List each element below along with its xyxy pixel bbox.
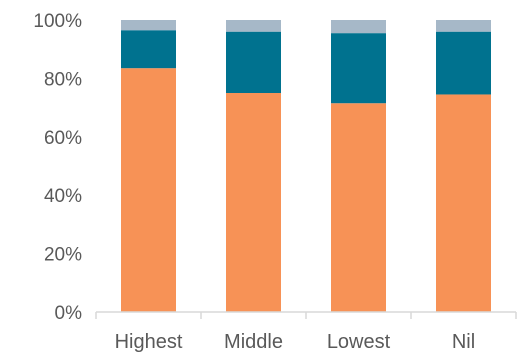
bar-segment xyxy=(331,33,386,104)
bars xyxy=(121,20,491,313)
x-axis: Highest Middle Lowest Nil xyxy=(115,331,476,353)
bar-segment xyxy=(226,93,281,312)
y-tick-label: 20% xyxy=(44,245,82,266)
bar-segment xyxy=(226,31,281,93)
y-tick-label: 60% xyxy=(44,128,82,149)
x-tick-label: Lowest xyxy=(327,331,391,353)
y-tick-label: 100% xyxy=(33,11,82,32)
x-tick-label: Nil xyxy=(452,331,475,353)
y-tick-label: 0% xyxy=(55,303,83,324)
bar-segment xyxy=(436,20,491,32)
bar-segment xyxy=(121,68,176,313)
x-tick-label: Highest xyxy=(115,331,183,353)
bar-segment xyxy=(121,30,176,69)
bar-segment xyxy=(331,20,386,34)
bar-segment xyxy=(331,103,386,312)
x-axis-ticks xyxy=(95,312,517,319)
y-tick-label: 40% xyxy=(44,186,82,207)
y-tick-label: 80% xyxy=(44,69,82,90)
bar-segment xyxy=(226,20,281,32)
bar-segment xyxy=(121,20,176,31)
bar-segment xyxy=(436,31,491,95)
bar-segment xyxy=(436,94,491,313)
y-axis: 0% 20% 40% 60% 80% 100% xyxy=(33,11,82,324)
x-tick-label: Middle xyxy=(224,331,283,353)
